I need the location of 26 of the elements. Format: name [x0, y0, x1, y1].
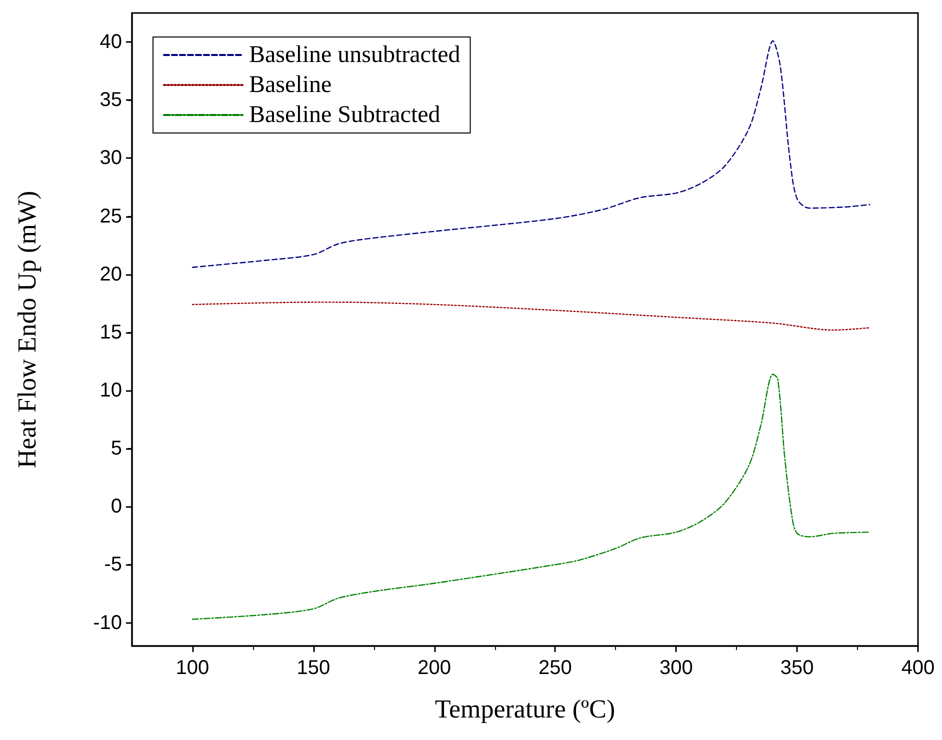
x-tick-label: 150 [296, 657, 330, 679]
line-series [192, 374, 870, 620]
y-tick-label: 20 [100, 263, 122, 286]
y-axis-title: Heat Flow Endo Up (mW) [12, 190, 42, 468]
line-series [192, 40, 870, 268]
y-tick-label: 35 [100, 89, 122, 112]
x-tick-label: 250 [538, 657, 572, 679]
y-tick-label: -10 [93, 612, 122, 634]
y-tick-label: 10 [100, 379, 122, 402]
y-tick-label: 5 [110, 438, 122, 460]
y-tick-label: 0 [110, 496, 122, 518]
y-tick-label: 25 [100, 205, 122, 228]
x-tick-label: 200 [418, 657, 451, 679]
legend-label: Baseline [249, 72, 332, 98]
legend-label: Baseline unsubtracted [249, 42, 460, 68]
x-axis-title: Temperature (ºC) [434, 694, 616, 724]
y-tick-label: 40 [100, 31, 122, 54]
x-tick-label: 300 [659, 657, 693, 679]
x-tick-label: 100 [176, 657, 210, 679]
y-tick-label: 15 [100, 321, 122, 344]
line-series [192, 302, 870, 331]
x-tick-label: 350 [780, 657, 814, 679]
y-tick-label: -5 [104, 554, 122, 576]
legend-label: Baseline Subtracted [249, 102, 440, 128]
y-tick-label: 30 [100, 147, 122, 170]
x-tick-label: 400 [901, 657, 935, 679]
